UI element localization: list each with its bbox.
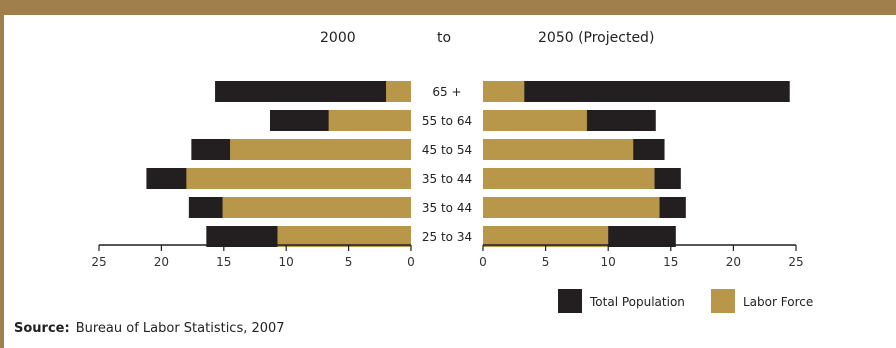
header-band xyxy=(0,0,896,15)
bar-2000-labor-force-55-to-64 xyxy=(328,110,411,131)
bar-2050-total-population-65 xyxy=(483,81,790,102)
category-label-35-to-44-3: 35 to 44 xyxy=(422,172,472,186)
bar-2050-labor-force-35-to-44 xyxy=(483,197,660,218)
category-label-25-to-34-5: 25 to 34 xyxy=(422,230,472,244)
source-note: Source: Bureau of Labor Statistics, 2007 xyxy=(14,321,285,336)
bar-2050-labor-force-35-to-44 xyxy=(483,168,655,189)
bar-2000-labor-force-65 xyxy=(386,81,411,102)
bar-2000-labor-force-45-to-54 xyxy=(230,139,411,160)
x-tick-label-2000-15: 15 xyxy=(216,255,231,269)
legend-label-labor-force: Labor Force xyxy=(743,295,814,309)
category-label-35-to-44-4: 35 to 44 xyxy=(422,201,472,215)
title-2050-projected: 2050 (Projected) xyxy=(538,30,655,46)
bar-2050-labor-force-65 xyxy=(483,81,525,102)
x-tick-label-2000-25: 25 xyxy=(91,255,106,269)
bar-2050-labor-force-25-to-34 xyxy=(483,226,609,247)
category-label-45-to-54-2: 45 to 54 xyxy=(422,143,472,157)
x-tick-label-2000-10: 10 xyxy=(279,255,294,269)
legend-swatch-labor-force xyxy=(711,289,735,313)
category-label-65-0: 65 + xyxy=(432,85,461,99)
bar-2050-labor-force-55-to-64 xyxy=(483,110,587,131)
x-tick-label-2050-25: 25 xyxy=(788,255,803,269)
bar-2000-total-population-65 xyxy=(215,81,411,102)
source-text: Bureau of Labor Statistics, 2007 xyxy=(75,321,285,336)
x-tick-label-2000-0: 0 xyxy=(407,255,415,269)
bar-2050-labor-force-45-to-54 xyxy=(483,139,634,160)
category-label-55-to-64-1: 55 to 64 xyxy=(422,114,472,128)
bar-2000-labor-force-35-to-44 xyxy=(186,168,411,189)
x-tick-label-2050-0: 0 xyxy=(479,255,487,269)
left-rule xyxy=(0,15,4,348)
legend-label-total-population: Total Population xyxy=(590,295,685,309)
x-tick-label-2000-5: 5 xyxy=(345,255,353,269)
x-tick-label-2000-20: 20 xyxy=(154,255,169,269)
legend-swatch-total-population xyxy=(558,289,582,313)
source-label: Source: xyxy=(14,321,70,336)
x-tick-label-2050-15: 15 xyxy=(663,255,678,269)
title-to: to xyxy=(437,30,452,46)
x-tick-label-2050-20: 20 xyxy=(726,255,741,269)
title-2000: 2000 xyxy=(320,30,356,46)
x-tick-label-2050-5: 5 xyxy=(542,255,550,269)
x-tick-label-2050-10: 10 xyxy=(601,255,616,269)
bar-2000-labor-force-35-to-44 xyxy=(222,197,411,218)
bar-2000-labor-force-25-to-34 xyxy=(277,226,411,247)
